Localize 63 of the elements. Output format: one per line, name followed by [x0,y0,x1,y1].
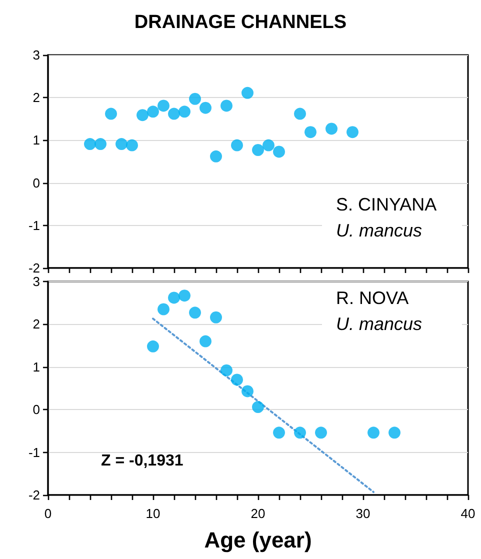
point [178,290,190,302]
point [231,374,243,386]
point [326,122,338,135]
point [116,138,128,150]
point [210,150,222,162]
point [158,100,170,112]
y-tick-label: 0 [32,402,40,418]
x-tick-label: 0 [44,506,52,521]
point [242,385,254,398]
point [388,426,400,439]
point [168,292,180,304]
point [105,108,117,120]
annotation: Z = -0,1931 [101,452,184,470]
x-tick-label: 30 [356,506,370,521]
y-tick-label: 1 [32,132,40,148]
point [252,401,264,414]
y-tick-label: 1 [32,359,40,374]
y-tick-label: -1 [28,218,40,233]
point [94,138,106,150]
x-tick-label: 10 [146,506,160,521]
point [294,426,306,439]
point [304,126,316,138]
y-tick-label: -2 [28,260,40,276]
point [200,335,212,348]
y-tick-label: 2 [32,90,40,106]
point [273,426,285,439]
y-tick-label: 2 [32,316,40,332]
point [368,426,380,439]
annotation: U. mancus [336,314,422,334]
point [231,139,243,152]
point [178,106,190,118]
point [273,146,285,158]
point [147,106,159,118]
point [346,126,358,138]
point [242,86,254,99]
point [252,144,264,156]
point [126,139,138,152]
point [262,139,274,152]
point [200,102,212,114]
annotation: R. NOVA [336,288,409,308]
point [84,138,96,150]
point [136,109,148,122]
point [315,426,327,439]
point [189,306,201,319]
point [189,92,201,105]
y-tick-label: 3 [32,48,40,62]
point [220,364,232,376]
point [210,311,222,324]
y-tick-label: 0 [32,175,40,190]
point [158,303,170,316]
point [220,100,232,112]
y-tick-label: -1 [28,444,40,460]
point [294,108,306,120]
point [147,340,159,352]
y-tick-label: 3 [32,274,40,289]
annotation: U. mancus [336,220,422,241]
x-tick-label: 20 [250,506,266,521]
x-tick-label: 40 [460,506,476,521]
chart-title: DRAINAGE CHANNELS [134,12,347,33]
y-tick-label: -2 [28,488,40,502]
x-axis-title: Age (year) [204,528,312,552]
point [168,108,180,120]
annotation: S. CINYANA [336,194,437,215]
